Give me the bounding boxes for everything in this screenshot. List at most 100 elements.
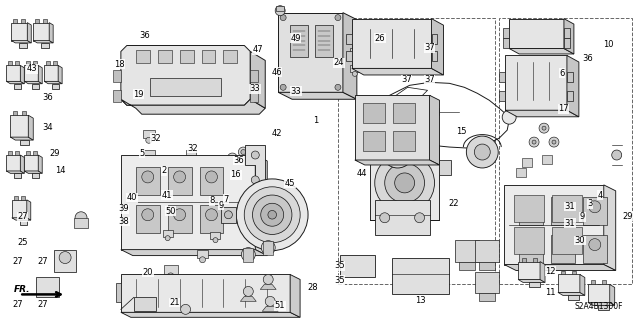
Circle shape [380, 213, 390, 223]
Polygon shape [52, 62, 57, 65]
Polygon shape [33, 23, 49, 41]
Polygon shape [121, 249, 268, 256]
Circle shape [557, 201, 569, 213]
Circle shape [205, 171, 218, 183]
Circle shape [238, 147, 248, 157]
Circle shape [280, 15, 286, 21]
Text: 7: 7 [223, 195, 228, 204]
Text: 18: 18 [114, 60, 125, 69]
Polygon shape [588, 302, 614, 305]
Polygon shape [38, 155, 42, 173]
Polygon shape [567, 56, 579, 117]
Circle shape [395, 173, 415, 193]
Polygon shape [202, 50, 216, 63]
Polygon shape [509, 19, 564, 48]
Circle shape [173, 209, 186, 221]
Polygon shape [561, 271, 565, 274]
Polygon shape [223, 50, 237, 63]
Circle shape [557, 239, 569, 251]
Text: 9: 9 [219, 201, 224, 210]
Circle shape [236, 179, 308, 251]
Text: 19: 19 [133, 90, 143, 99]
Polygon shape [591, 280, 595, 285]
Polygon shape [113, 70, 121, 82]
Polygon shape [460, 262, 476, 270]
Polygon shape [598, 305, 609, 310]
Text: 35: 35 [334, 276, 344, 285]
Text: 37: 37 [424, 43, 435, 52]
Polygon shape [44, 65, 58, 81]
Polygon shape [504, 185, 604, 264]
Polygon shape [22, 111, 26, 115]
Polygon shape [519, 197, 543, 225]
Polygon shape [276, 6, 284, 11]
Polygon shape [278, 92, 357, 99]
Polygon shape [113, 90, 121, 102]
Circle shape [243, 286, 253, 296]
Polygon shape [45, 62, 50, 65]
Polygon shape [74, 218, 88, 228]
Circle shape [241, 248, 255, 262]
Text: 8: 8 [209, 196, 214, 205]
Polygon shape [343, 13, 357, 99]
Polygon shape [136, 50, 150, 63]
Circle shape [381, 136, 413, 168]
Polygon shape [150, 78, 221, 96]
Polygon shape [552, 227, 582, 254]
Polygon shape [352, 68, 444, 75]
Text: 29: 29 [623, 211, 633, 220]
Text: S2A4B1300F: S2A4B1300F [575, 302, 623, 311]
Text: 36: 36 [42, 93, 52, 102]
Polygon shape [499, 91, 505, 101]
Polygon shape [20, 140, 29, 145]
Polygon shape [522, 257, 525, 262]
Polygon shape [13, 111, 17, 115]
Circle shape [390, 144, 406, 160]
Text: 36: 36 [233, 156, 244, 165]
Polygon shape [6, 171, 24, 173]
Text: 11: 11 [545, 288, 556, 297]
Polygon shape [503, 27, 509, 38]
Text: 33: 33 [250, 85, 260, 93]
Text: 42: 42 [271, 129, 282, 138]
Polygon shape [49, 23, 53, 43]
Polygon shape [516, 168, 526, 177]
Text: 27: 27 [38, 257, 48, 266]
Circle shape [415, 213, 424, 223]
Polygon shape [211, 232, 220, 239]
Text: 3: 3 [588, 199, 593, 208]
Polygon shape [278, 13, 343, 92]
Polygon shape [518, 262, 540, 279]
Text: 27: 27 [12, 300, 22, 308]
Polygon shape [44, 81, 62, 84]
Polygon shape [8, 62, 12, 65]
Circle shape [225, 211, 232, 219]
Polygon shape [568, 295, 579, 300]
Polygon shape [221, 207, 236, 223]
Polygon shape [479, 262, 495, 270]
Text: 26: 26 [374, 34, 385, 43]
Text: 51: 51 [275, 301, 285, 310]
Polygon shape [6, 81, 24, 84]
Circle shape [353, 55, 357, 59]
Polygon shape [32, 84, 39, 89]
Polygon shape [12, 218, 31, 220]
Circle shape [252, 151, 259, 159]
Polygon shape [121, 46, 250, 105]
Circle shape [502, 110, 516, 124]
Polygon shape [610, 285, 614, 305]
Text: 36: 36 [582, 54, 593, 63]
Circle shape [146, 137, 152, 143]
Polygon shape [245, 145, 265, 190]
Polygon shape [518, 279, 545, 282]
Text: 36: 36 [140, 31, 150, 40]
Text: 21: 21 [170, 298, 180, 307]
Polygon shape [440, 160, 451, 175]
Circle shape [353, 71, 357, 76]
Text: 46: 46 [271, 68, 282, 77]
Polygon shape [567, 91, 573, 101]
Polygon shape [290, 274, 300, 317]
Polygon shape [505, 110, 579, 117]
Circle shape [589, 201, 601, 213]
Circle shape [227, 153, 237, 163]
